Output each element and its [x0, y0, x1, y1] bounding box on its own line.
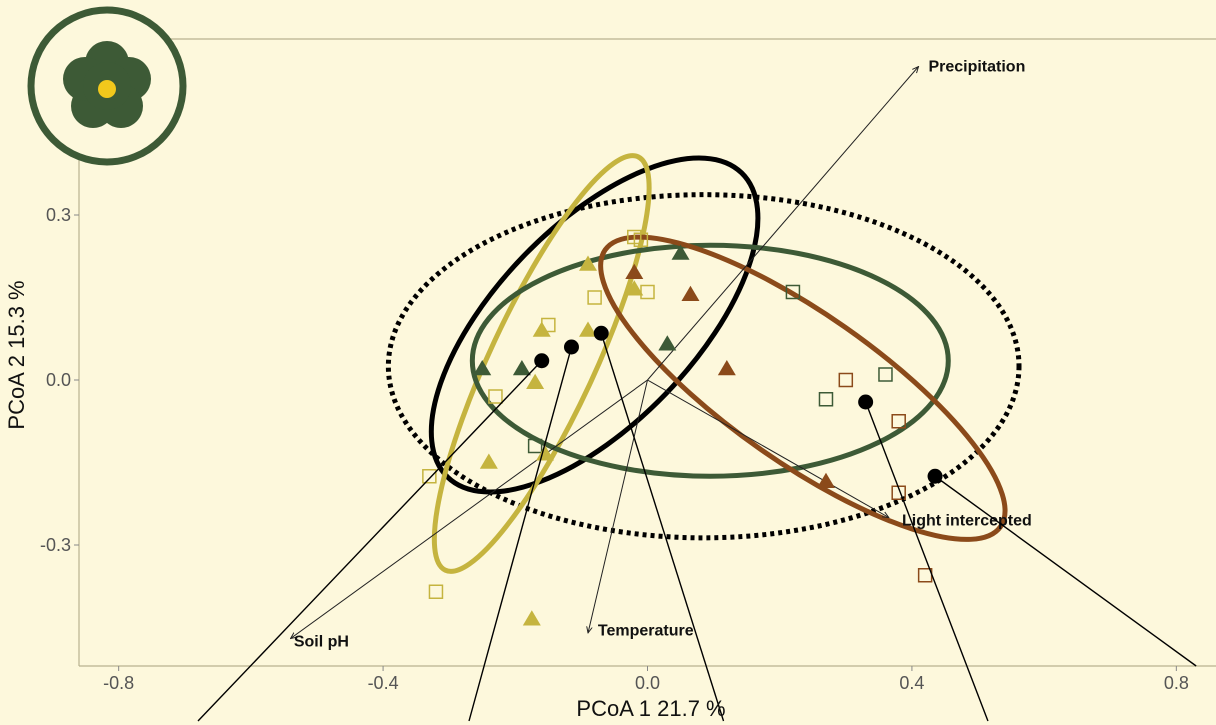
x-tick-label: 0.0	[635, 673, 660, 693]
centroid-point	[927, 468, 943, 484]
y-tick-label: -0.3	[40, 535, 71, 555]
square-point	[878, 367, 893, 382]
square-point	[488, 389, 503, 404]
vector-label: Light intercepted	[902, 512, 1032, 529]
triangle-point	[536, 445, 555, 461]
triangle-point	[526, 373, 545, 390]
group-ellipse	[431, 153, 652, 574]
centroid-leader-line	[197, 360, 543, 722]
y-tick-label: 0.0	[46, 370, 71, 390]
group-ellipse	[428, 155, 761, 495]
square-point	[633, 232, 649, 247]
square-point	[428, 584, 444, 599]
square-point	[587, 290, 602, 305]
x-axis-title: PCoA 1 21.7 %	[576, 696, 725, 721]
vector-arrow	[647, 379, 889, 518]
triangle-point	[479, 453, 498, 469]
group-ellipse	[598, 234, 1008, 542]
square-point	[785, 284, 801, 300]
square-point	[891, 485, 906, 500]
triangle-point	[625, 280, 644, 296]
square-point	[838, 372, 854, 388]
vector-label: Temperature	[598, 622, 694, 639]
sample-points	[422, 229, 933, 626]
triangle-point	[522, 610, 541, 626]
flower-icon	[27, 6, 187, 166]
centroid-leader-line	[934, 475, 1197, 667]
centroid-leader-line	[864, 401, 989, 722]
group-centroids	[534, 325, 943, 484]
y-tick-label: 0.3	[46, 205, 71, 225]
square-point	[422, 469, 437, 484]
triangle-point	[473, 360, 492, 376]
group-ellipses	[385, 153, 1022, 574]
vector-label: Precipitation	[928, 59, 1025, 76]
x-tick-label: -0.4	[368, 673, 399, 693]
vector-arrow	[588, 379, 648, 633]
square-point	[818, 392, 834, 407]
triangle-point	[658, 335, 677, 351]
triangle-point	[625, 263, 644, 280]
triangle-point	[681, 285, 700, 302]
axes: -0.8 -0.4 0.0 0.4 0.8 -0.3 0.0 0.3	[40, 38, 1216, 693]
square-point	[527, 438, 543, 454]
triangle-point	[579, 321, 598, 337]
x-tick-label: -0.8	[103, 673, 134, 693]
group-ellipse	[469, 242, 951, 479]
square-point	[640, 284, 655, 300]
vector-arrow	[647, 67, 919, 381]
centroid-point	[858, 394, 874, 410]
x-tick-label: 0.4	[899, 673, 924, 693]
triangle-point	[532, 321, 551, 337]
triangle-point	[717, 360, 736, 376]
vector-label: Soil pH	[294, 633, 349, 650]
environmental-vectors: Precipitation Soil pH Temperature Light int…	[291, 59, 1032, 650]
triangle-point	[816, 472, 835, 489]
triangle-point	[512, 360, 531, 376]
centroid-point	[593, 325, 609, 341]
centroid-point	[563, 339, 579, 355]
triangle-point	[579, 255, 598, 271]
centroid-leader-line	[600, 333, 725, 722]
square-point	[891, 414, 906, 429]
vector-arrow	[291, 379, 648, 639]
centroid-point	[534, 353, 550, 369]
centroid-leaders	[197, 333, 1197, 722]
overall-dashed-ellipse	[385, 192, 1022, 541]
x-tick-label: 0.8	[1164, 673, 1189, 693]
triangle-point	[671, 244, 690, 260]
centroid-leader-line	[468, 346, 573, 722]
y-axis-title: PCoA 2 15.3 %	[4, 280, 29, 429]
